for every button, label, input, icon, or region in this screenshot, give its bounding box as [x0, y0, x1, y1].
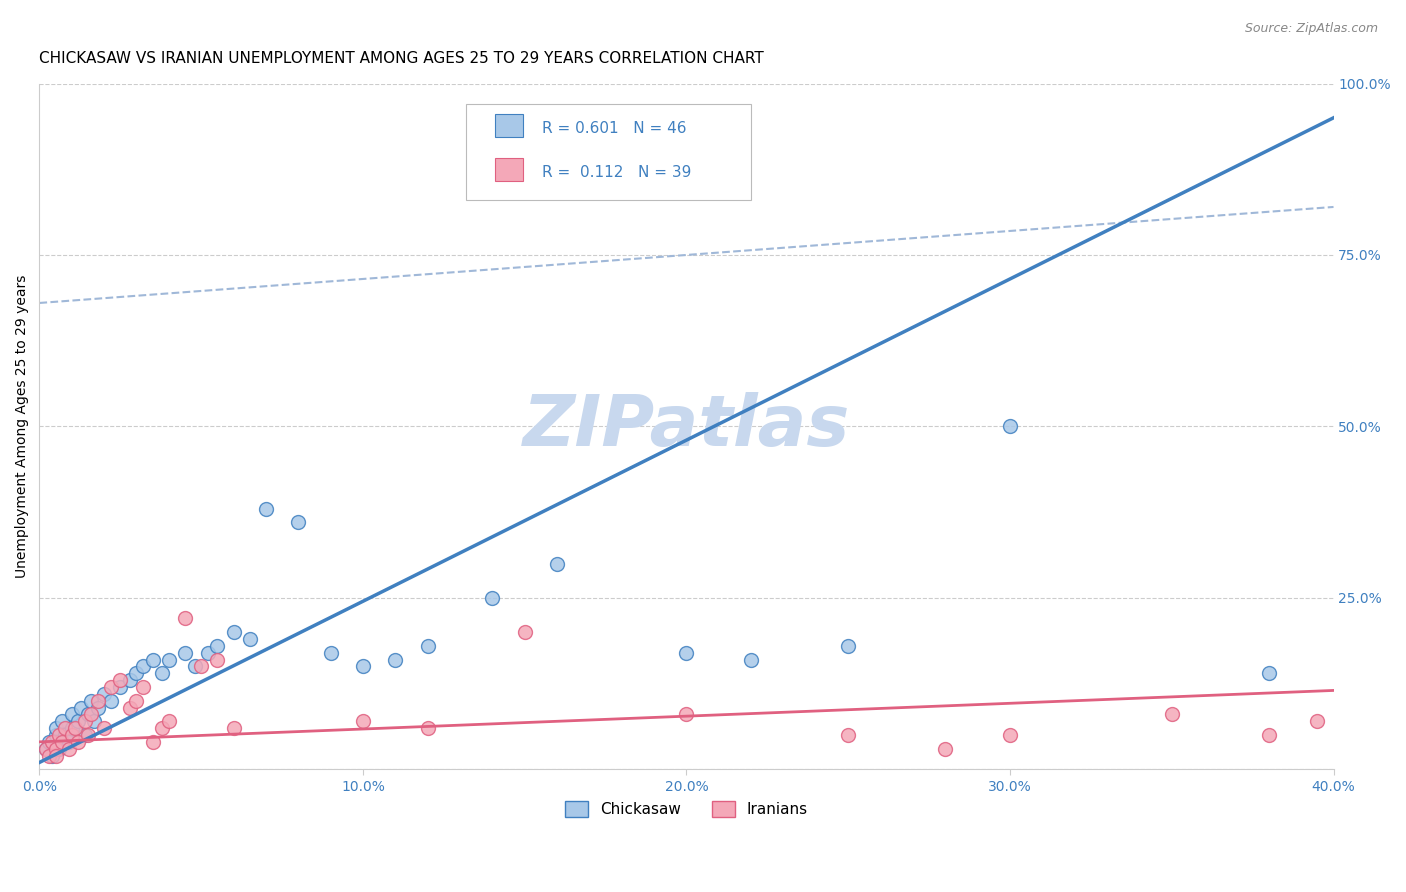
Point	[934, 741, 956, 756]
Point	[58, 741, 80, 756]
Point	[93, 721, 115, 735]
Point	[86, 694, 108, 708]
Point	[110, 673, 132, 688]
Point	[80, 707, 103, 722]
Y-axis label: Unemployment Among Ages 25 to 29 years: Unemployment Among Ages 25 to 29 years	[15, 275, 30, 578]
Point	[125, 694, 148, 708]
Point	[125, 666, 148, 681]
Point	[416, 721, 439, 735]
Point	[77, 707, 100, 722]
Point	[60, 728, 83, 742]
Point	[207, 639, 229, 653]
Point	[45, 741, 67, 756]
Point	[142, 652, 165, 666]
Point	[222, 721, 245, 735]
Point	[513, 625, 536, 640]
Point	[86, 700, 108, 714]
Point	[60, 721, 83, 735]
Point	[58, 735, 80, 749]
Point	[132, 659, 155, 673]
Point	[80, 694, 103, 708]
Point	[157, 652, 180, 666]
Point	[174, 646, 197, 660]
Point	[675, 707, 697, 722]
Text: R = 0.601   N = 46: R = 0.601 N = 46	[541, 121, 686, 136]
Point	[118, 673, 141, 688]
Point	[675, 646, 697, 660]
Point	[100, 694, 122, 708]
Bar	[495, 158, 523, 181]
Point	[222, 625, 245, 640]
Point	[1160, 707, 1182, 722]
Point	[41, 748, 63, 763]
Point	[998, 419, 1021, 434]
Point	[45, 728, 67, 742]
Point	[239, 632, 262, 646]
Bar	[495, 114, 523, 137]
Point	[38, 735, 60, 749]
Point	[67, 735, 90, 749]
Point	[319, 646, 342, 660]
Point	[546, 557, 568, 571]
Point	[41, 735, 63, 749]
Point	[63, 721, 86, 735]
Point	[35, 741, 58, 756]
Point	[53, 721, 76, 735]
Point	[77, 728, 100, 742]
Point	[93, 687, 115, 701]
Point	[67, 714, 90, 729]
Point	[183, 659, 205, 673]
Point	[150, 721, 173, 735]
Point	[1257, 666, 1279, 681]
Text: ZIPatlas: ZIPatlas	[523, 392, 851, 461]
Point	[53, 728, 76, 742]
Point	[45, 721, 67, 735]
Point	[837, 639, 859, 653]
Point	[110, 680, 132, 694]
Point	[73, 714, 96, 729]
Text: Source: ZipAtlas.com: Source: ZipAtlas.com	[1244, 22, 1378, 36]
Point	[352, 714, 374, 729]
Point	[150, 666, 173, 681]
Point	[38, 748, 60, 763]
Point	[100, 680, 122, 694]
Point	[35, 741, 58, 756]
Point	[254, 501, 277, 516]
Point	[352, 659, 374, 673]
Text: CHICKASAW VS IRANIAN UNEMPLOYMENT AMONG AGES 25 TO 29 YEARS CORRELATION CHART: CHICKASAW VS IRANIAN UNEMPLOYMENT AMONG …	[39, 51, 765, 66]
Point	[197, 646, 219, 660]
Point	[48, 728, 70, 742]
Point	[174, 611, 197, 625]
Point	[48, 741, 70, 756]
Text: R =  0.112   N = 39: R = 0.112 N = 39	[541, 165, 690, 180]
Point	[837, 728, 859, 742]
Point	[190, 659, 212, 673]
Point	[384, 652, 406, 666]
Point	[132, 680, 155, 694]
Point	[287, 516, 309, 530]
Point	[118, 700, 141, 714]
Point	[142, 735, 165, 749]
Point	[60, 707, 83, 722]
Legend: Chickasaw, Iranians: Chickasaw, Iranians	[560, 795, 814, 823]
Point	[740, 652, 762, 666]
Point	[1257, 728, 1279, 742]
Point	[157, 714, 180, 729]
Point	[73, 728, 96, 742]
Point	[45, 748, 67, 763]
Point	[83, 714, 105, 729]
FancyBboxPatch shape	[467, 104, 751, 200]
Point	[70, 700, 93, 714]
Point	[207, 652, 229, 666]
Point	[1306, 714, 1329, 729]
Point	[998, 728, 1021, 742]
Point	[416, 639, 439, 653]
Point	[51, 735, 73, 749]
Point	[481, 591, 503, 605]
Point	[51, 714, 73, 729]
